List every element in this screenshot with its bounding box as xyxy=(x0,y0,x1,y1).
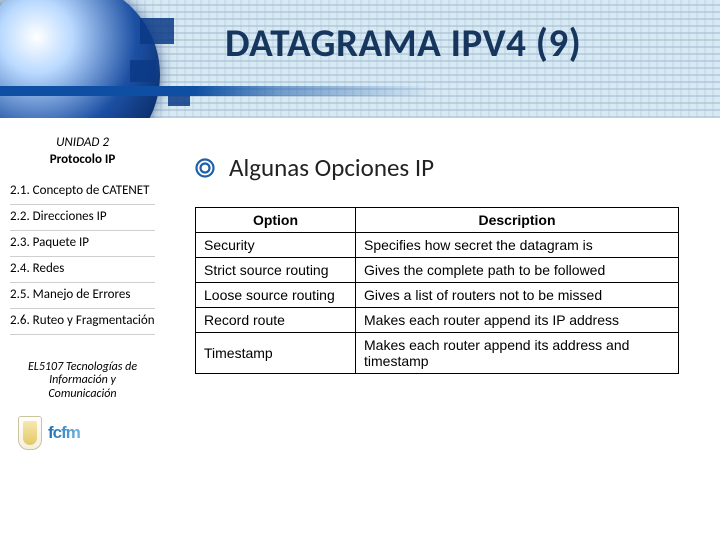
table-row: Strict source routing Gives the complete… xyxy=(196,258,679,283)
slide-title: DATAGRAMA IPV4 (9) xyxy=(225,20,700,67)
options-table: Option Description Security Specifies ho… xyxy=(195,207,679,374)
table-cell-option: Loose source routing xyxy=(196,283,356,308)
bullet-text: Algunas Opciones IP xyxy=(229,152,434,183)
table-row: Record route Makes each router append it… xyxy=(196,308,679,333)
globe-graphic xyxy=(0,0,160,118)
slide-root: { "title": "DATAGRAMA IPV4 (9)", "colors… xyxy=(0,0,720,540)
toc-item: 2.5. Manejo de Errores xyxy=(10,283,155,309)
header-bar xyxy=(0,86,720,96)
course-caption: EL5107 Tecnologías de Información y Comu… xyxy=(10,361,155,402)
chip-graphic xyxy=(130,60,156,82)
table-cell-option: Security xyxy=(196,233,356,258)
table-cell-option: Record route xyxy=(196,308,356,333)
university-shield-icon xyxy=(18,416,42,450)
toc-item: 2.1. Concepto de CATENET xyxy=(10,179,155,205)
table-cell-description: Makes each router append its IP address xyxy=(356,308,679,333)
table-header-row: Option Description xyxy=(196,208,679,233)
table-cell-description: Gives the complete path to be followed xyxy=(356,258,679,283)
fcfm-logo: fcfm xyxy=(48,423,80,443)
logos: fcfm xyxy=(10,412,155,454)
table-row: Security Specifies how secret the datagr… xyxy=(196,233,679,258)
table-row: Loose source routing Gives a list of rou… xyxy=(196,283,679,308)
table-row: Timestamp Makes each router append its a… xyxy=(196,333,679,374)
toc-item: 2.4. Redes xyxy=(10,257,155,283)
table-cell-option: Timestamp xyxy=(196,333,356,374)
bullet-icon xyxy=(195,158,215,178)
chip-graphic xyxy=(140,18,174,44)
table-cell-description: Specifies how secret the datagram is xyxy=(356,233,679,258)
sidebar: UNIDAD 2 Protocolo IP 2.1. Concepto de C… xyxy=(10,135,155,454)
toc-item: 2.6. Ruteo y Fragmentación xyxy=(10,309,155,335)
bullet-row: Algunas Opciones IP xyxy=(195,152,696,183)
table-cell-option: Strict source routing xyxy=(196,258,356,283)
content-area: Algunas Opciones IP Option Description S… xyxy=(195,152,696,374)
toc-item: 2.2. Direcciones IP xyxy=(10,205,155,231)
unit-label: UNIDAD 2 xyxy=(10,135,155,150)
toc-item: 2.3. Paquete IP xyxy=(10,231,155,257)
table-cell-description: Makes each router append its address and… xyxy=(356,333,679,374)
unit-title: Protocolo IP xyxy=(10,152,155,167)
table-cell-description: Gives a list of routers not to be missed xyxy=(356,283,679,308)
table-header-description: Description xyxy=(356,208,679,233)
table-header-option: Option xyxy=(196,208,356,233)
